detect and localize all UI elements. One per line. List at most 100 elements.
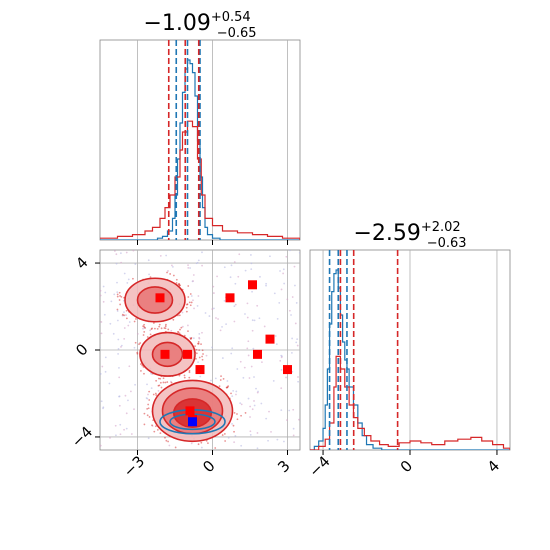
- sample-dot: [198, 356, 201, 359]
- sample-dot: [192, 337, 195, 340]
- sample-dot: [170, 329, 173, 332]
- red-square-marker: [225, 293, 235, 303]
- sample-dot: [298, 251, 300, 254]
- sample-dot: [231, 347, 234, 350]
- sample-dot: [165, 254, 168, 257]
- sample-dot: [292, 427, 295, 430]
- sample-dot: [125, 412, 128, 415]
- sample-dot: [253, 404, 256, 407]
- sample-dot: [171, 266, 174, 268]
- sample-dot: [260, 402, 263, 405]
- sample-dot: [145, 397, 148, 399]
- sample-dot: [125, 317, 128, 320]
- sample-dot: [198, 349, 201, 351]
- sample-dot: [156, 428, 159, 431]
- sample-dot: [170, 264, 173, 267]
- sample-dot: [200, 441, 203, 444]
- sample-dot: [113, 250, 116, 252]
- sample-dot: [136, 351, 139, 354]
- sample-dot: [296, 338, 299, 341]
- sample-dot: [205, 354, 208, 357]
- sample-dot: [282, 268, 285, 271]
- sample-dot: [139, 342, 142, 344]
- sample-dot: [236, 418, 239, 421]
- sample-dot: [120, 261, 123, 264]
- sample-dot: [100, 289, 102, 292]
- sample-dot: [144, 326, 147, 329]
- sample-dot: [100, 294, 102, 297]
- sample-dot: [155, 250, 158, 251]
- sample-dot: [292, 434, 295, 437]
- sample-dot: [183, 374, 186, 377]
- param-2-series-0-step: [310, 269, 510, 450]
- sample-dot: [221, 325, 223, 328]
- sample-dot: [166, 381, 169, 383]
- sample-dot: [187, 266, 190, 269]
- sample-dot: [128, 321, 131, 323]
- sample-dot: [147, 403, 150, 406]
- sample-dot: [102, 407, 104, 410]
- sample-dot: [252, 347, 255, 350]
- sample-dot: [280, 387, 283, 390]
- sample-dot: [162, 377, 165, 380]
- sample-dot: [109, 436, 111, 439]
- sample-dot: [224, 440, 227, 442]
- sample-dot: [246, 347, 249, 350]
- sample-dot: [160, 327, 163, 330]
- sample-dot: [193, 307, 195, 310]
- sample-dot: [154, 327, 156, 330]
- sample-dot: [112, 332, 115, 335]
- sample-dot: [158, 323, 161, 326]
- sample-dot: [160, 386, 163, 389]
- sample-dot: [140, 363, 142, 365]
- sample-dot: [195, 352, 198, 355]
- sample-dot: [108, 382, 111, 385]
- sample-dot: [201, 358, 204, 361]
- sample-dot: [231, 423, 233, 425]
- sample-dot: [120, 344, 123, 347]
- sample-dot: [230, 264, 233, 267]
- param-2-ticks: −4 0 4: [305, 450, 503, 481]
- sample-dot: [198, 332, 201, 335]
- sample-dot: [116, 291, 119, 294]
- sample-dot: [143, 412, 146, 415]
- joint-y-tick-label: 4: [72, 253, 91, 272]
- sample-dot: [100, 400, 103, 403]
- sample-dot: [298, 418, 300, 421]
- sample-dot: [291, 296, 294, 298]
- sample-dot: [234, 282, 237, 285]
- sample-dot: [148, 399, 151, 401]
- sample-dot: [293, 265, 296, 268]
- sample-dot: [178, 282, 181, 285]
- sample-dot: [188, 301, 191, 304]
- sample-dot: [258, 317, 261, 320]
- sample-dot: [259, 275, 261, 278]
- sample-dot: [119, 252, 122, 255]
- sample-dot: [165, 439, 168, 442]
- sample-dot: [263, 325, 266, 328]
- sample-dot: [268, 410, 270, 413]
- sample-dot: [201, 251, 203, 254]
- sample-dot: [134, 341, 137, 344]
- sample-dot: [149, 329, 152, 332]
- sample-dot: [225, 323, 227, 326]
- joint-y-tick-label: 0: [72, 340, 91, 359]
- sample-dot: [164, 325, 167, 328]
- sample-dot: [116, 308, 119, 311]
- sample-dot: [253, 376, 255, 378]
- sample-dot: [267, 439, 269, 442]
- sample-dot: [187, 296, 190, 298]
- sample-dot: [172, 318, 175, 321]
- sample-dot: [133, 408, 135, 411]
- sample-dot: [180, 326, 183, 329]
- sample-dot: [256, 447, 259, 450]
- sample-dot: [204, 312, 207, 314]
- sample-dot: [146, 336, 149, 338]
- sample-dot: [129, 390, 132, 393]
- sample-dot: [246, 302, 249, 305]
- sample-dot: [223, 433, 226, 435]
- sample-dot: [199, 375, 202, 378]
- red-square-marker: [183, 349, 192, 359]
- sample-dot: [125, 251, 128, 254]
- sample-dot: [250, 365, 253, 368]
